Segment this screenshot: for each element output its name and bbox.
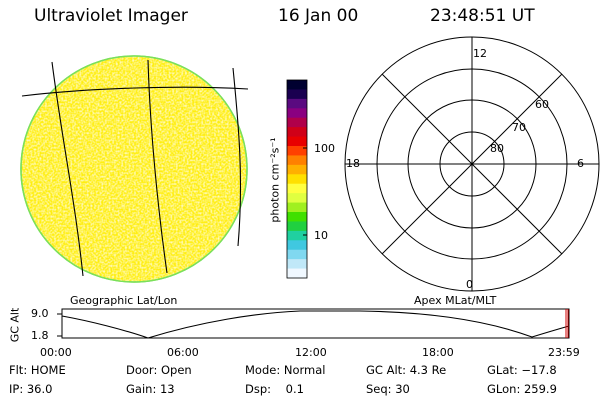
status-glat: GLat: −17.8 [487, 363, 557, 377]
color-bar-segment [287, 117, 307, 128]
color-bar-segment [287, 127, 307, 138]
geographic-panel-label: Geographic Lat/Lon [70, 294, 178, 307]
color-bar-unit-label: photon cm⁻²s⁻¹ [268, 137, 282, 223]
altitude-tick-9: 9.0 [31, 307, 49, 320]
uvi-image-disk [20, 55, 248, 283]
status-gain: Gain: 13 [126, 382, 175, 396]
altitude-axis-label: GC Alt [8, 307, 22, 343]
status-gc-alt: GC Alt: 4.3 Re [366, 363, 447, 377]
color-bar-segment [287, 155, 307, 166]
polar-grid [344, 36, 600, 292]
status-seq: Seq: 30 [366, 382, 410, 396]
color-bar-segment [287, 221, 307, 232]
status-ip: IP: 36.0 [9, 382, 53, 396]
mlt-label-6: 6 [577, 157, 584, 170]
color-bar [287, 80, 307, 279]
color-bar-segment [287, 108, 307, 119]
color-bar-segment [287, 98, 307, 109]
mlat-label-60: 60 [535, 98, 549, 111]
color-bar-segment [287, 230, 307, 241]
color-bar-segment [287, 146, 307, 157]
status-mode: Mode: Normal [245, 363, 326, 377]
status-glon: GLon: 259.9 [487, 382, 557, 396]
altitude-plot [57, 308, 570, 339]
color-bar-frame [286, 79, 308, 279]
altitude-tick-1-8: 1.8 [31, 329, 49, 342]
observation-date: 16 Jan 00 [278, 6, 359, 26]
apex-panel-label: Apex MLat/MLT [414, 294, 497, 307]
observation-time: 23:48:51 UT [430, 6, 535, 26]
color-bar-segment [287, 80, 307, 91]
color-bar-segment [287, 193, 307, 204]
instrument-title: Ultraviolet Imager [34, 6, 188, 26]
time-tick-1800: 18:00 [422, 346, 454, 359]
time-tick-0000: 00:00 [40, 346, 72, 359]
color-bar-segment [287, 212, 307, 223]
mlt-label-18: 18 [346, 157, 360, 170]
color-bar-segment [287, 136, 307, 147]
status-dsp: Dsp: 0.1 [245, 382, 304, 396]
time-tick-2359: 23:59 [548, 346, 580, 359]
color-bar-segment [287, 202, 307, 213]
mlat-label-80: 80 [490, 142, 504, 155]
color-bar-segment [287, 249, 307, 260]
color-bar-segment [287, 89, 307, 100]
mlat-label-70: 70 [512, 121, 526, 134]
color-bar-segment [287, 268, 307, 279]
mlt-label-12: 12 [473, 47, 487, 60]
status-flight: Flt: HOME [9, 363, 66, 377]
time-tick-0600: 06:00 [167, 346, 199, 359]
color-bar-segment [287, 183, 307, 194]
time-tick-1200: 12:00 [295, 346, 327, 359]
color-bar-label-100: 100 [314, 142, 335, 155]
color-bar-segment [287, 164, 307, 175]
status-door: Door: Open [126, 363, 192, 377]
mlt-label-0: 0 [466, 278, 473, 291]
color-bar-segment [287, 240, 307, 251]
color-bar-segment [287, 259, 307, 270]
color-bar-segment [287, 174, 307, 185]
color-bar-label-10: 10 [314, 229, 328, 242]
geographic-grid-lines [21, 59, 249, 277]
